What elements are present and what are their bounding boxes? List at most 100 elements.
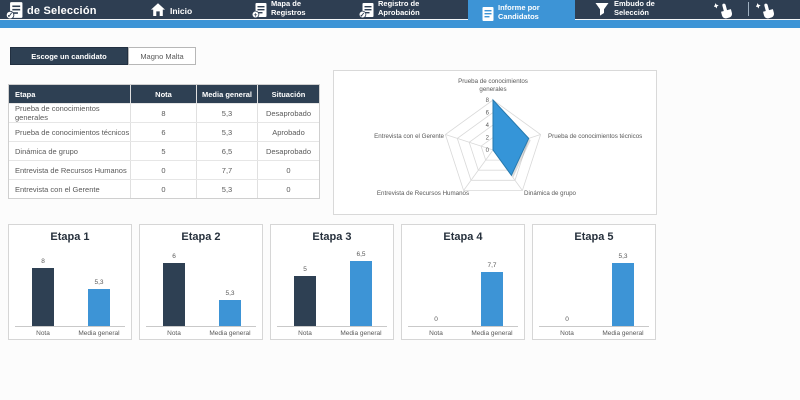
table-cell: Prueba de conocimientos técnicos bbox=[9, 123, 131, 141]
nav-tab-sistema[interactable]: ✓ de Selección bbox=[5, 0, 97, 19]
clipboard-check-icon: ✓ bbox=[5, 1, 23, 19]
table-header-row: Etapa Nota Media general Situación bbox=[9, 85, 319, 103]
table-cell: 0 bbox=[131, 180, 197, 198]
bar-category-label: Nota bbox=[298, 330, 312, 337]
document-check-icon: ✓ bbox=[358, 2, 374, 18]
svg-text:Entrevista de Recursos Humanos: Entrevista de Recursos Humanos bbox=[377, 190, 469, 197]
table-cell: 6 bbox=[131, 123, 197, 141]
bar-category-label: Media general bbox=[340, 330, 382, 337]
svg-text:0: 0 bbox=[486, 148, 490, 154]
nav-label: Informe por Candidatos bbox=[498, 3, 540, 21]
table-cell: Desaprobado bbox=[265, 108, 312, 118]
bar-category-label: Nota bbox=[167, 330, 181, 337]
choose-candidate-button[interactable]: Escoge un candidato bbox=[10, 47, 128, 65]
bar-value-label: 0 bbox=[434, 316, 438, 323]
bar-category-label: Media general bbox=[209, 330, 251, 337]
etapa-card-4: Etapa 4 0 Nota 7,7 Media general bbox=[401, 224, 525, 340]
bar-media-general bbox=[612, 263, 634, 326]
click-hand-icon bbox=[756, 3, 775, 19]
table-cell: 5 bbox=[131, 142, 197, 160]
svg-text:4: 4 bbox=[486, 123, 490, 129]
etapa-card-3: Etapa 3 5 Nota 6,5 Media general bbox=[270, 224, 394, 340]
table-cell: 5,3 bbox=[197, 123, 258, 141]
table-cell: 0 bbox=[286, 184, 291, 194]
bar-category-label: Media general bbox=[78, 330, 120, 337]
bar-nota bbox=[32, 268, 54, 326]
table-cell: Entrevista con el Gerente bbox=[9, 180, 131, 198]
x-axis bbox=[539, 326, 649, 327]
bar-value-label: 5,3 bbox=[94, 279, 104, 286]
bar-value-label: 5,3 bbox=[618, 253, 628, 260]
radar-chart-panel: 0 2 4 6 8 Prueba de conocimientos generales Pru… bbox=[333, 70, 657, 215]
bar-value-label: 6 bbox=[172, 253, 176, 260]
bar-category-label: Nota bbox=[429, 330, 443, 337]
svg-text:✓: ✓ bbox=[360, 11, 365, 17]
nav-tab-inicio[interactable]: Inicio bbox=[150, 0, 192, 19]
table-cell: Prueba de conocimientos generales bbox=[9, 104, 131, 122]
svg-text:Dinámica de grupo: Dinámica de grupo bbox=[524, 190, 576, 197]
table-cell: 8 bbox=[131, 104, 197, 122]
bar-media-general bbox=[88, 289, 110, 326]
header-cell: Nota bbox=[131, 85, 197, 103]
candidate-select[interactable]: Magno Malta bbox=[128, 47, 196, 65]
table-cell: 5,3 bbox=[197, 104, 258, 122]
table-cell: 0 bbox=[131, 161, 197, 179]
bar-nota bbox=[294, 276, 316, 326]
svg-text:6: 6 bbox=[486, 111, 490, 117]
navbar-accent-strip bbox=[0, 20, 800, 28]
svg-text:2: 2 bbox=[486, 136, 490, 142]
bar-value-label: 7,7 bbox=[487, 262, 497, 269]
nav-label: Mapa de Registros bbox=[271, 0, 306, 17]
top-navbar: ✓ de Selección Inicio + Mapa de Registros ✓ R… bbox=[0, 0, 800, 28]
card-title: Etapa 5 bbox=[574, 231, 614, 243]
table-cell: Entrevista de Recursos Humanos bbox=[9, 161, 131, 179]
svg-text:8: 8 bbox=[486, 98, 490, 104]
header-cell: Media general bbox=[197, 85, 258, 103]
header-cell: Situación bbox=[271, 89, 306, 99]
card-title: Etapa 4 bbox=[443, 231, 483, 243]
nav-tab-registros[interactable]: + Mapa de Registros bbox=[251, 0, 306, 19]
navbar-gap bbox=[0, 19, 800, 20]
stage-results-table: Etapa Nota Media general Situación Prueba de… bbox=[8, 84, 320, 199]
svg-text:Prueba de conocimientos técnic: Prueba de conocimientos técnicos bbox=[548, 133, 642, 140]
report-icon bbox=[482, 7, 494, 21]
x-axis bbox=[277, 326, 387, 327]
bar-nota bbox=[163, 263, 185, 326]
nav-tab-embudo[interactable]: Embudo de Selección bbox=[594, 0, 655, 19]
table-row: Entrevista con el Gerente 0 5,3 0 bbox=[9, 179, 319, 198]
table-row: Prueba de conocimientos generales 8 5,3 Des… bbox=[9, 103, 319, 122]
table-row: Prueba de conocimientos técnicos 6 5,3 Apro… bbox=[9, 122, 319, 141]
nav-hand-right[interactable] bbox=[756, 0, 776, 19]
bar-value-label: 0 bbox=[565, 316, 569, 323]
funnel-icon bbox=[595, 2, 609, 16]
bar-media-general bbox=[481, 272, 503, 326]
nav-tab-candidatos[interactable]: Informe por Candidatos bbox=[468, 0, 575, 28]
svg-text:Prueba de conocimientos: Prueba de conocimientos bbox=[458, 78, 528, 85]
nav-label: Registro de Aprobación bbox=[378, 0, 420, 17]
x-axis bbox=[15, 326, 125, 327]
bar-category-label: Media general bbox=[471, 330, 513, 337]
table-cell: 0 bbox=[286, 165, 291, 175]
bar-media-general bbox=[350, 261, 372, 326]
nav-label: de Selección bbox=[27, 4, 97, 17]
x-axis bbox=[146, 326, 256, 327]
table-row: Dinámica de grupo 5 6,5 Desaprobado bbox=[9, 141, 319, 160]
bar-value-label: 5,3 bbox=[225, 290, 235, 297]
svg-text:Entrevista con el Gerente: Entrevista con el Gerente bbox=[374, 133, 444, 140]
nav-hand-left[interactable] bbox=[714, 0, 734, 19]
svg-text:✓: ✓ bbox=[7, 10, 13, 18]
table-cell: Aprobado bbox=[272, 127, 305, 137]
table-cell: 5,3 bbox=[197, 180, 258, 198]
bar-media-general bbox=[219, 300, 241, 326]
click-hand-icon bbox=[714, 3, 733, 19]
x-axis bbox=[408, 326, 518, 327]
home-icon bbox=[151, 2, 165, 16]
svg-text:generales: generales bbox=[479, 86, 506, 93]
nav-actions-divider bbox=[748, 2, 749, 16]
table-cell: Dinámica de grupo bbox=[9, 142, 131, 160]
bar-category-label: Nota bbox=[560, 330, 574, 337]
table-cell: 7,7 bbox=[197, 161, 258, 179]
nav-tab-aprobacion[interactable]: ✓ Registro de Aprobación bbox=[358, 0, 420, 19]
